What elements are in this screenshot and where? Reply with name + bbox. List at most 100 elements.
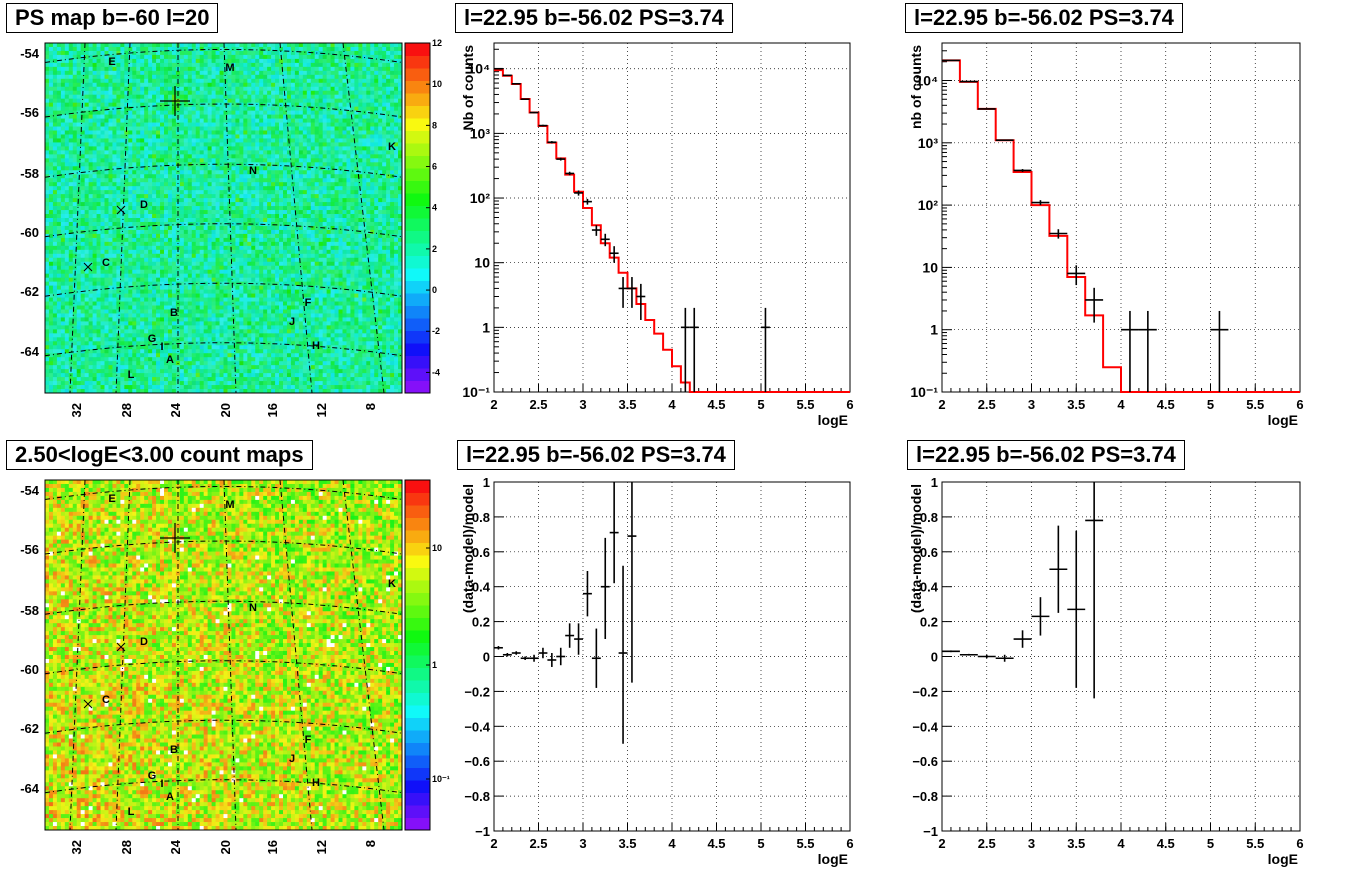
cross-marker [116,642,126,652]
data-point [502,74,512,77]
source-label: N [249,602,257,614]
data-point [636,283,646,320]
longitude-line [342,479,385,831]
y-tick-label: 10⁴ [916,73,939,89]
plot-frame [493,42,851,393]
colorbar-step [405,130,430,144]
x-tick-label: 3 [1028,836,1035,851]
source-label: L [128,806,135,818]
map-lat-tick: -54 [20,483,40,498]
data-point [618,277,628,308]
map-lat-tick: -60 [20,662,39,677]
x-tick-label: 5 [1207,836,1214,851]
y-tick-label: 0.4 [472,580,491,595]
colorbar-step [405,792,430,806]
map-lat-tick: -56 [20,542,39,557]
colorbar-step [405,330,430,344]
colorbar-step [405,118,430,131]
plot-frame [941,42,1301,393]
longitude-line [115,479,131,831]
source-label: G [148,770,157,782]
map-lat-tick: -64 [20,344,40,359]
x-tick-label: 4.5 [707,397,725,412]
source-label: H [312,777,320,789]
colorbar-tick-label: 0 [432,285,437,295]
y-tick-label: 0 [931,650,938,665]
longitude-line [69,479,86,831]
colorbar-step [405,55,430,69]
map-lon-tick: 32 [69,840,84,854]
cross-marker [83,699,93,709]
data-point [689,307,699,392]
x-tick-label: 3.5 [1067,397,1085,412]
data-point [1049,229,1068,239]
data-point [680,307,690,392]
data-point [1031,597,1050,636]
y-tick-label: 0.8 [472,510,490,525]
position-marker [160,86,190,116]
colorbar-step [405,280,430,294]
y-tick-label: 10² [918,197,939,213]
colorbar-step [405,230,430,244]
y-tick-label: 0.6 [920,545,938,560]
data-point [609,246,619,263]
x-axis-label: logE [818,412,848,428]
ps-map-heatmap [45,43,403,394]
source-label: D [140,199,148,211]
data-point [995,654,1014,662]
colorbar-step [405,505,430,518]
colorbar-tick-label: 6 [432,162,437,172]
data-point [520,98,530,100]
data-point [1049,525,1068,613]
map-lon-tick: 8 [363,840,378,847]
x-tick-label: 4.5 [707,836,725,851]
data-point [1138,310,1157,392]
y-tick-label: 1 [483,475,490,490]
map-lon-tick: 8 [363,403,378,410]
y-tick-label: 10³ [470,125,491,141]
data-point [583,198,592,205]
x-tick-label: 3.5 [618,397,636,412]
data-point [1067,530,1086,688]
source-label: F [305,297,312,309]
y-tick-label: −0.2 [912,684,938,699]
colorbar-step [405,755,430,768]
map-bottom-title: 2.50<logE<3.00 count maps [6,440,313,470]
colorbar-tick-label: 2 [432,244,437,254]
y-tick-label: −1 [923,824,938,839]
longitude-line [279,479,313,831]
map-lon-tick: 24 [168,402,183,417]
map-lon-tick: 32 [69,403,84,417]
colorbar-step [405,268,430,281]
x-tick-label: 6 [1296,836,1303,851]
source-label: C [102,694,110,706]
y-tick-label: 10⁻¹ [462,384,490,400]
colorbar-step [405,93,430,106]
map-lat-tick: -64 [20,781,40,796]
source-label: J [289,316,295,328]
colorbar-step [405,692,430,706]
colorbar-step [405,730,430,743]
colorbar-step [405,705,430,718]
colorbar-tick-label: 10⁻¹ [432,774,450,784]
colorbar-step [405,530,430,543]
x-tick-label: 3.5 [618,836,636,851]
colorbar-step [405,667,430,681]
cross-marker [83,262,93,272]
source-label: M [225,62,234,74]
colorbar-tick-label: 8 [432,120,437,130]
data-point [583,570,592,617]
colorbar-tick-label: 1 [432,660,437,670]
map-lon-tick: 20 [218,840,233,854]
data-point [1067,265,1086,286]
colorbar-step [405,517,430,531]
x-tick-label: 5 [1207,397,1214,412]
data-point [547,141,557,144]
data-point [520,656,530,660]
colorbar-step [405,717,430,731]
map-lon-tick: 20 [218,403,233,417]
x-tick-label: 4 [1117,397,1125,412]
map-lat-tick: -60 [20,225,39,240]
source-label: K [388,578,396,590]
